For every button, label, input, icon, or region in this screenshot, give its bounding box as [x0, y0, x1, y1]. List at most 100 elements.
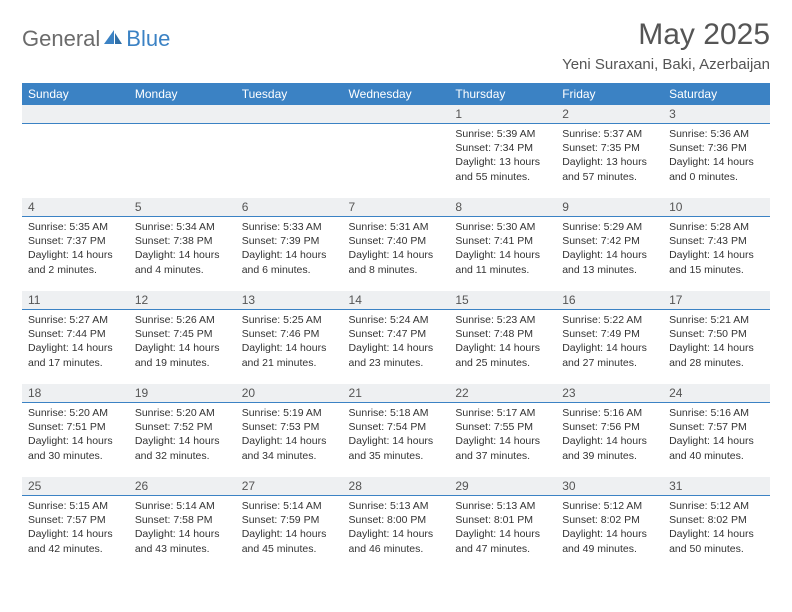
- day-content: Sunrise: 5:12 AMSunset: 8:02 PMDaylight:…: [663, 496, 770, 560]
- day-number: 5: [129, 198, 236, 217]
- sunrise-text: Sunrise: 5:23 AM: [455, 313, 550, 327]
- daylight-text: Daylight: 14 hours and 43 minutes.: [135, 527, 230, 555]
- calendar-day-cell: 6Sunrise: 5:33 AMSunset: 7:39 PMDaylight…: [236, 198, 343, 291]
- calendar-day-cell: 13Sunrise: 5:25 AMSunset: 7:46 PMDayligh…: [236, 291, 343, 384]
- day-content: Sunrise: 5:28 AMSunset: 7:43 PMDaylight:…: [663, 217, 770, 281]
- sunset-text: Sunset: 7:58 PM: [135, 513, 230, 527]
- calendar-week-row: 4Sunrise: 5:35 AMSunset: 7:37 PMDaylight…: [22, 198, 770, 291]
- sunrise-text: Sunrise: 5:28 AM: [669, 220, 764, 234]
- sunset-text: Sunset: 7:59 PM: [242, 513, 337, 527]
- weekday-header: Friday: [556, 83, 663, 105]
- sunset-text: Sunset: 7:53 PM: [242, 420, 337, 434]
- sunset-text: Sunset: 7:35 PM: [562, 141, 657, 155]
- month-title: May 2025: [562, 18, 770, 52]
- sunrise-text: Sunrise: 5:36 AM: [669, 127, 764, 141]
- day-number: 1: [449, 105, 556, 124]
- sunset-text: Sunset: 7:46 PM: [242, 327, 337, 341]
- day-content: [343, 124, 450, 131]
- calendar-day-cell: 9Sunrise: 5:29 AMSunset: 7:42 PMDaylight…: [556, 198, 663, 291]
- sunrise-text: Sunrise: 5:27 AM: [28, 313, 123, 327]
- calendar-day-cell: 18Sunrise: 5:20 AMSunset: 7:51 PMDayligh…: [22, 384, 129, 477]
- calendar-day-cell: 3Sunrise: 5:36 AMSunset: 7:36 PMDaylight…: [663, 105, 770, 198]
- sunrise-text: Sunrise: 5:22 AM: [562, 313, 657, 327]
- daylight-text: Daylight: 14 hours and 11 minutes.: [455, 248, 550, 276]
- sunset-text: Sunset: 7:56 PM: [562, 420, 657, 434]
- calendar-day-cell: 22Sunrise: 5:17 AMSunset: 7:55 PMDayligh…: [449, 384, 556, 477]
- title-block: May 2025 Yeni Suraxani, Baki, Azerbaijan: [562, 18, 770, 73]
- day-number: 23: [556, 384, 663, 403]
- sunset-text: Sunset: 7:37 PM: [28, 234, 123, 248]
- sunrise-text: Sunrise: 5:13 AM: [349, 499, 444, 513]
- sunrise-text: Sunrise: 5:21 AM: [669, 313, 764, 327]
- daylight-text: Daylight: 14 hours and 30 minutes.: [28, 434, 123, 462]
- day-content: Sunrise: 5:18 AMSunset: 7:54 PMDaylight:…: [343, 403, 450, 467]
- day-number: 2: [556, 105, 663, 124]
- daylight-text: Daylight: 14 hours and 23 minutes.: [349, 341, 444, 369]
- calendar-day-cell: 16Sunrise: 5:22 AMSunset: 7:49 PMDayligh…: [556, 291, 663, 384]
- sunset-text: Sunset: 7:48 PM: [455, 327, 550, 341]
- weekday-header: Monday: [129, 83, 236, 105]
- sunset-text: Sunset: 7:57 PM: [669, 420, 764, 434]
- day-content: Sunrise: 5:16 AMSunset: 7:56 PMDaylight:…: [556, 403, 663, 467]
- day-number: 26: [129, 477, 236, 496]
- sunrise-text: Sunrise: 5:20 AM: [135, 406, 230, 420]
- sunrise-text: Sunrise: 5:24 AM: [349, 313, 444, 327]
- calendar-day-cell: [22, 105, 129, 198]
- sunrise-text: Sunrise: 5:29 AM: [562, 220, 657, 234]
- day-number: 20: [236, 384, 343, 403]
- day-number: 21: [343, 384, 450, 403]
- daylight-text: Daylight: 14 hours and 0 minutes.: [669, 155, 764, 183]
- daylight-text: Daylight: 14 hours and 19 minutes.: [135, 341, 230, 369]
- day-number: [343, 105, 450, 124]
- day-content: Sunrise: 5:33 AMSunset: 7:39 PMDaylight:…: [236, 217, 343, 281]
- day-content: Sunrise: 5:13 AMSunset: 8:00 PMDaylight:…: [343, 496, 450, 560]
- calendar-day-cell: 29Sunrise: 5:13 AMSunset: 8:01 PMDayligh…: [449, 477, 556, 570]
- weekday-header: Sunday: [22, 83, 129, 105]
- daylight-text: Daylight: 14 hours and 6 minutes.: [242, 248, 337, 276]
- calendar-week-row: 1Sunrise: 5:39 AMSunset: 7:34 PMDaylight…: [22, 105, 770, 198]
- day-number: 10: [663, 198, 770, 217]
- sunrise-text: Sunrise: 5:18 AM: [349, 406, 444, 420]
- day-content: Sunrise: 5:19 AMSunset: 7:53 PMDaylight:…: [236, 403, 343, 467]
- calendar-day-cell: [343, 105, 450, 198]
- day-content: Sunrise: 5:30 AMSunset: 7:41 PMDaylight:…: [449, 217, 556, 281]
- sunrise-text: Sunrise: 5:39 AM: [455, 127, 550, 141]
- calendar-day-cell: 26Sunrise: 5:14 AMSunset: 7:58 PMDayligh…: [129, 477, 236, 570]
- calendar-day-cell: 1Sunrise: 5:39 AMSunset: 7:34 PMDaylight…: [449, 105, 556, 198]
- day-number: 19: [129, 384, 236, 403]
- daylight-text: Daylight: 14 hours and 8 minutes.: [349, 248, 444, 276]
- sunset-text: Sunset: 7:40 PM: [349, 234, 444, 248]
- sunset-text: Sunset: 7:42 PM: [562, 234, 657, 248]
- daylight-text: Daylight: 14 hours and 25 minutes.: [455, 341, 550, 369]
- sunset-text: Sunset: 8:02 PM: [562, 513, 657, 527]
- logo-text-general: General: [22, 26, 100, 52]
- daylight-text: Daylight: 14 hours and 40 minutes.: [669, 434, 764, 462]
- day-number: 25: [22, 477, 129, 496]
- calendar-day-cell: 31Sunrise: 5:12 AMSunset: 8:02 PMDayligh…: [663, 477, 770, 570]
- sunrise-text: Sunrise: 5:20 AM: [28, 406, 123, 420]
- daylight-text: Daylight: 14 hours and 27 minutes.: [562, 341, 657, 369]
- sunrise-text: Sunrise: 5:19 AM: [242, 406, 337, 420]
- day-content: Sunrise: 5:35 AMSunset: 7:37 PMDaylight:…: [22, 217, 129, 281]
- sunrise-text: Sunrise: 5:31 AM: [349, 220, 444, 234]
- weekday-header-row: Sunday Monday Tuesday Wednesday Thursday…: [22, 83, 770, 105]
- sunrise-text: Sunrise: 5:25 AM: [242, 313, 337, 327]
- day-content: Sunrise: 5:27 AMSunset: 7:44 PMDaylight:…: [22, 310, 129, 374]
- day-content: Sunrise: 5:34 AMSunset: 7:38 PMDaylight:…: [129, 217, 236, 281]
- day-number: 14: [343, 291, 450, 310]
- sunrise-text: Sunrise: 5:12 AM: [562, 499, 657, 513]
- sunrise-text: Sunrise: 5:12 AM: [669, 499, 764, 513]
- sunset-text: Sunset: 7:54 PM: [349, 420, 444, 434]
- day-number: 29: [449, 477, 556, 496]
- sunset-text: Sunset: 7:43 PM: [669, 234, 764, 248]
- calendar-day-cell: 8Sunrise: 5:30 AMSunset: 7:41 PMDaylight…: [449, 198, 556, 291]
- day-number: 6: [236, 198, 343, 217]
- day-number: 12: [129, 291, 236, 310]
- day-content: Sunrise: 5:24 AMSunset: 7:47 PMDaylight:…: [343, 310, 450, 374]
- calendar-day-cell: [129, 105, 236, 198]
- daylight-text: Daylight: 14 hours and 42 minutes.: [28, 527, 123, 555]
- daylight-text: Daylight: 14 hours and 32 minutes.: [135, 434, 230, 462]
- day-content: [129, 124, 236, 131]
- daylight-text: Daylight: 14 hours and 13 minutes.: [562, 248, 657, 276]
- calendar-day-cell: 20Sunrise: 5:19 AMSunset: 7:53 PMDayligh…: [236, 384, 343, 477]
